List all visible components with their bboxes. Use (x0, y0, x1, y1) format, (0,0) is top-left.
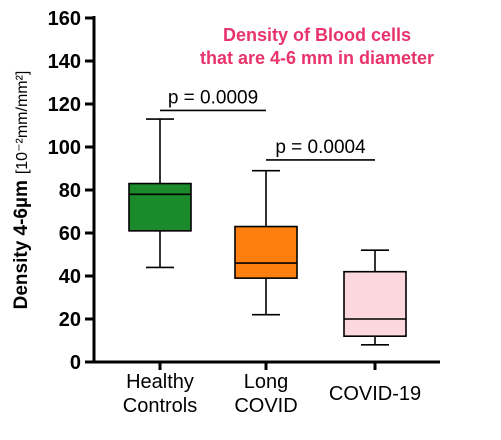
y-tick-label: 160 (48, 8, 81, 30)
chart-title-line: Density of Blood cells (223, 25, 411, 45)
box-iqr (234, 225, 298, 279)
box-iqr (343, 270, 407, 338)
x-category-label: COVID-19 (329, 383, 421, 405)
y-tick-label: 100 (48, 137, 81, 159)
y-axis-label: Density 4-6µm [10⁻²mm/mm²] (11, 71, 32, 310)
x-category-label: Long (244, 371, 289, 393)
x-category-label: Controls (123, 395, 197, 417)
chart-title-line: that are 4-6 mm in diameter (200, 48, 434, 68)
x-category-label: Healthy (126, 371, 194, 393)
p-value-label: p = 0.0009 (168, 87, 258, 108)
y-tick-label: 140 (48, 51, 81, 73)
y-tick-label: 20 (59, 309, 81, 331)
x-category-label: COVID (234, 395, 297, 417)
p-value-label: p = 0.0004 (275, 137, 366, 158)
y-tick-label: 120 (48, 94, 81, 116)
y-tick-label: 40 (59, 266, 81, 288)
y-tick-label: 60 (59, 223, 81, 245)
box-iqr (128, 182, 192, 232)
y-tick-label: 80 (59, 180, 81, 202)
y-axis-label-main: Density 4-6µm (11, 180, 32, 309)
y-tick-label: 0 (70, 352, 81, 374)
y-axis-label-unit: [10⁻²mm/mm²] (14, 71, 31, 175)
